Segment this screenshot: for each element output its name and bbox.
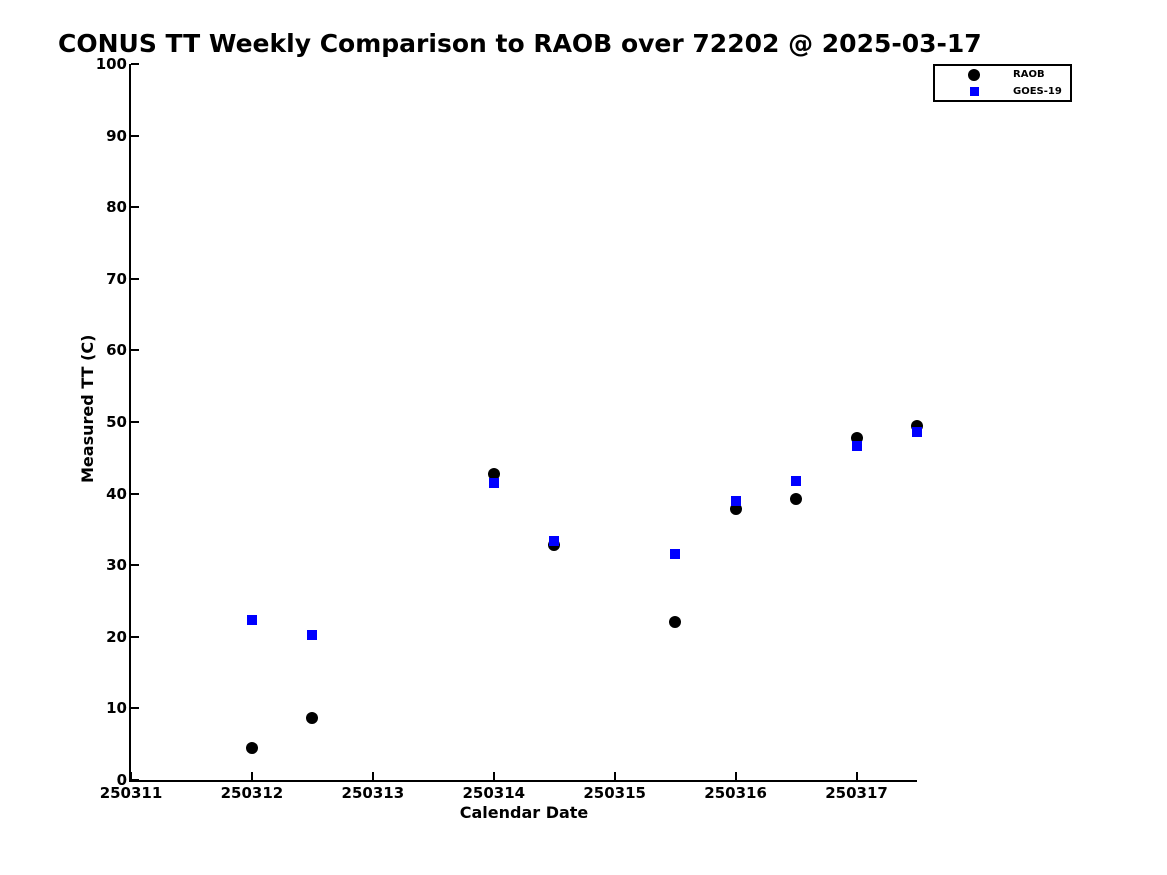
raob-data-point [669, 615, 682, 628]
goes-19-data-point [307, 629, 318, 640]
y-tick-mark [131, 206, 139, 209]
legend-marker-cell [935, 87, 1013, 96]
y-tick-label: 50 [106, 413, 127, 431]
x-tick-label: 250312 [220, 784, 284, 802]
x-tick-label: 250313 [341, 784, 405, 802]
y-tick-label: 80 [106, 198, 127, 217]
legend-marker-cell [935, 68, 1013, 81]
y-axis-label: Measured TT (C) [78, 334, 97, 483]
goes-19-data-point [246, 614, 257, 625]
raob-data-point [245, 741, 258, 754]
y-tick-label: 100 [95, 55, 127, 73]
x-tick-mark [250, 772, 253, 780]
x-tick-mark [492, 772, 495, 780]
chart-title: CONUS TT Weekly Comparison to RAOB over … [58, 29, 982, 58]
y-tick-mark [131, 134, 139, 137]
y-tick-label: 70 [106, 269, 127, 288]
y-tick-label: 60 [106, 341, 127, 360]
y-tick-mark [131, 277, 139, 280]
goes-19-data-point [549, 535, 560, 546]
x-tick-label: 250314 [462, 784, 526, 802]
y-tick-mark [131, 707, 139, 710]
legend-label-raob: RAOB [1013, 69, 1045, 80]
y-tick-mark [131, 492, 139, 495]
y-tick-mark [131, 349, 139, 352]
y-tick-mark [131, 63, 139, 65]
goes-19-data-point [791, 476, 802, 487]
y-tick-mark [131, 779, 139, 781]
x-tick-label: 250317 [825, 784, 888, 802]
raob-circle-icon [968, 68, 980, 81]
goes-19-data-point [730, 495, 741, 506]
y-tick-label: 40 [106, 484, 127, 503]
y-tick-mark [131, 564, 139, 567]
raob-data-point [487, 467, 500, 480]
x-tick-mark [734, 772, 737, 780]
goes-19-data-point [670, 548, 681, 559]
legend-label-goes19: GOES-19 [1013, 86, 1062, 97]
x-tick-label: 250316 [704, 784, 767, 802]
legend-item-raob: RAOB [935, 66, 1070, 83]
y-tick-mark [131, 635, 139, 638]
raob-data-point [790, 492, 803, 505]
legend-item-goes19: GOES-19 [935, 83, 1070, 100]
x-axis-label: Calendar Date [459, 803, 589, 822]
raob-data-point [306, 711, 319, 724]
x-tick-label: 250315 [583, 784, 646, 802]
y-tick-label: 30 [106, 556, 127, 575]
x-tick-mark [613, 772, 616, 780]
raob-data-point [729, 503, 742, 516]
y-tick-label: 20 [106, 627, 127, 646]
y-tick-mark [131, 421, 139, 423]
goes-19-data-point [851, 440, 862, 451]
goes19-square-icon [969, 87, 979, 96]
y-tick-label: 90 [106, 126, 127, 145]
y-tick-label: 0 [116, 771, 127, 789]
x-tick-mark [855, 772, 858, 780]
goes-19-data-point [488, 477, 499, 488]
plot-area [129, 64, 917, 782]
legend: RAOB GOES-19 [933, 64, 1072, 102]
x-tick-mark [371, 772, 374, 780]
goes-19-data-point [912, 427, 922, 438]
x-tick-label: 250311 [99, 784, 163, 802]
x-tick-mark [130, 772, 132, 780]
y-tick-label: 10 [106, 699, 127, 718]
